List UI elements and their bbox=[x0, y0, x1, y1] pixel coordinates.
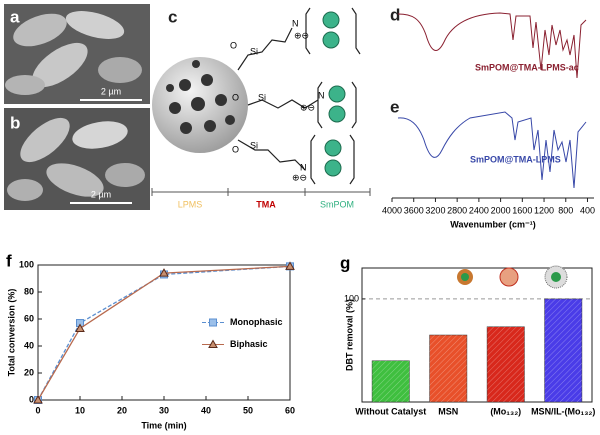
sem-b: b 2 µm bbox=[4, 108, 150, 210]
charts: f 0 20 40 60 80 100 0 10 20 30 40 50 60 Time (min) Tota… bbox=[6, 251, 595, 430]
y-tick-label: 40 bbox=[24, 340, 34, 350]
x-tick-label: 800 bbox=[558, 205, 573, 215]
y-tick-label: 60 bbox=[24, 313, 34, 323]
legend-label: Monophasic bbox=[230, 317, 283, 327]
scheme: c Si Si Si O O O N N N ⊕⊖ ⊕⊖ ⊕⊖ LPMS TMA… bbox=[151, 7, 371, 209]
panel-label: d bbox=[390, 5, 400, 24]
scale-label: 2 µm bbox=[101, 86, 121, 96]
pores bbox=[166, 60, 235, 134]
panel-label: g bbox=[340, 253, 350, 272]
x-tick-label: 4000 bbox=[382, 205, 402, 215]
sample-label: SmPOM@TMA-LPMS-ac bbox=[475, 62, 579, 72]
atom-label: O bbox=[232, 92, 239, 102]
x-tick-label: 1200 bbox=[534, 205, 554, 215]
icon bbox=[551, 272, 561, 282]
atom-label: Si bbox=[250, 46, 258, 56]
x-tick-label: 50 bbox=[243, 405, 253, 415]
x-tick-label: 2800 bbox=[447, 205, 467, 215]
x-tick-label: 0 bbox=[35, 405, 40, 415]
x-tick-label: 30 bbox=[159, 405, 169, 415]
icon bbox=[461, 273, 469, 281]
x-tick-label: MSN bbox=[438, 406, 458, 416]
charge: ⊕⊖ bbox=[294, 30, 309, 40]
sem-a: a 2 µm bbox=[4, 4, 150, 104]
y-axis-label: DBT removal (%) bbox=[344, 299, 354, 371]
y-tick-label: 100 bbox=[19, 259, 34, 269]
sample-label: SmPOM@TMA-LPMS bbox=[470, 154, 561, 164]
atom-label: Si bbox=[250, 140, 258, 150]
panel-label: b bbox=[10, 113, 20, 132]
legend-marker bbox=[209, 318, 217, 327]
bar-hatch bbox=[487, 326, 525, 402]
series-line bbox=[37, 265, 291, 401]
marker bbox=[33, 394, 43, 404]
part-label: SmPOM bbox=[320, 199, 354, 209]
part-label: LPMS bbox=[178, 199, 203, 209]
atom-label: O bbox=[230, 40, 237, 50]
panel-label: f bbox=[6, 251, 12, 270]
y-tick-label: 20 bbox=[24, 367, 34, 377]
x-tick-label: MSN/IL-(Mo₁₃₂) bbox=[531, 406, 595, 416]
bar-hatch bbox=[544, 298, 582, 402]
y-tick-label: 80 bbox=[24, 286, 34, 296]
ftir-spectra: d e SmPOM@TMA-LPMS-ac SmPOM@TMA-LPMS Wav… bbox=[382, 5, 595, 229]
y-tick-label: 0 bbox=[29, 394, 34, 404]
marker bbox=[159, 268, 169, 277]
bar-hatch bbox=[429, 335, 467, 402]
x-tick-label: 20 bbox=[117, 405, 127, 415]
x-tick-label: 3200 bbox=[425, 205, 445, 215]
x-tick-label: 400 bbox=[580, 205, 595, 215]
spectrum-e bbox=[397, 111, 587, 189]
atom-label: N bbox=[300, 162, 307, 172]
plot-frame bbox=[37, 264, 291, 401]
x-tick-label: 2400 bbox=[469, 205, 489, 215]
atom-label: N bbox=[292, 18, 299, 28]
x-tick-label: 2000 bbox=[491, 205, 511, 215]
legend-label: Biphasic bbox=[230, 339, 268, 349]
scale-label: 2 µm bbox=[91, 189, 111, 199]
y-tick-label: 100 bbox=[344, 293, 359, 303]
charge: ⊕⊖ bbox=[292, 172, 307, 182]
panel-label: a bbox=[10, 7, 20, 26]
x-tick-label: 40 bbox=[201, 405, 211, 415]
linkers bbox=[237, 7, 361, 185]
marker bbox=[75, 323, 85, 332]
charge: ⊕⊖ bbox=[300, 102, 315, 112]
bar-hatch bbox=[372, 360, 410, 402]
panel-label: c bbox=[168, 7, 177, 26]
marker bbox=[285, 261, 295, 270]
atom-label: N bbox=[318, 90, 325, 100]
x-axis-label: Wavenumber (cm⁻¹) bbox=[450, 219, 535, 229]
atom-label: O bbox=[232, 144, 239, 154]
y-axis-label: Total conversion (%) bbox=[6, 289, 16, 377]
legend-marker bbox=[208, 339, 218, 348]
plot-frame bbox=[361, 267, 593, 403]
x-tick-label: 60 bbox=[285, 405, 295, 415]
part-label: TMA bbox=[256, 199, 276, 209]
x-tick-label: 10 bbox=[75, 405, 85, 415]
series-line bbox=[37, 265, 291, 401]
pom-clusters bbox=[322, 11, 346, 177]
x-tick-label: 3600 bbox=[404, 205, 424, 215]
panel-label: e bbox=[390, 97, 399, 116]
part-brackets bbox=[151, 188, 371, 196]
x-tick-label: 1600 bbox=[512, 205, 532, 215]
x-axis-label: Time (min) bbox=[141, 420, 186, 430]
icon bbox=[499, 267, 519, 287]
spectrum-d bbox=[397, 12, 587, 79]
x-tick-label: (Mo₁₃₂) bbox=[490, 406, 521, 416]
atom-label: Si bbox=[258, 92, 266, 102]
x-tick-label: Without Catalyst bbox=[355, 406, 426, 416]
